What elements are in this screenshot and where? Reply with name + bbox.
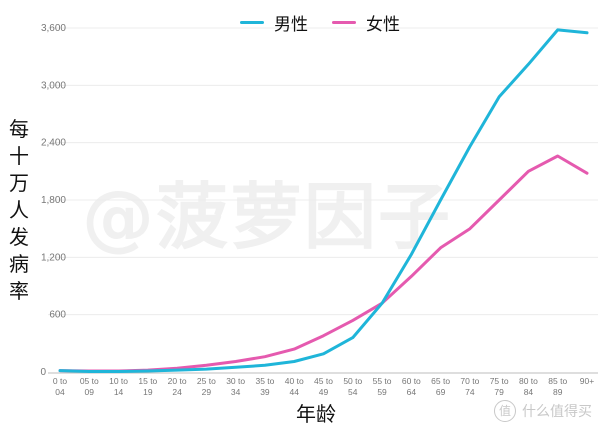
x-tick-label: 29 — [202, 387, 212, 397]
series-lines — [58, 28, 589, 373]
y-tick-label: 600 — [49, 310, 66, 321]
x-tick-label: 30 to — [226, 376, 245, 386]
legend-item-male: 男性 — [240, 10, 308, 35]
x-tick-label: 85 to — [548, 376, 567, 386]
legend-swatch-male — [240, 21, 264, 24]
x-tick-label: 70 to — [460, 376, 479, 386]
x-tick-label: 79 — [494, 387, 504, 397]
x-tick-label: 05 to — [80, 376, 99, 386]
x-tick-label: 54 — [348, 387, 358, 397]
x-tick-label: 34 — [231, 387, 241, 397]
x-tick-label: 84 — [524, 387, 534, 397]
x-tick-label: 09 — [85, 387, 95, 397]
y-axis-label-char: 发 — [9, 225, 29, 249]
x-tick-label: 74 — [465, 387, 475, 397]
x-tick-label: 69 — [436, 387, 446, 397]
x-tick-label: 15 to — [138, 376, 157, 386]
x-tick-label: 64 — [407, 387, 417, 397]
x-tick-label: 19 — [143, 387, 153, 397]
y-tick-label: 1,800 — [41, 195, 66, 206]
y-tick-label: 0 — [40, 367, 46, 378]
y-axis-label-char: 率 — [9, 279, 29, 303]
x-tick-label: 14 — [114, 387, 124, 397]
x-tick-label: 65 to — [431, 376, 450, 386]
legend-swatch-female — [332, 21, 356, 24]
x-tick-label: 35 to — [255, 376, 274, 386]
x-tick-label: 20 to — [168, 376, 187, 386]
x-tick-label: 89 — [553, 387, 563, 397]
y-axis-label-char: 万 — [9, 171, 29, 195]
site-logo-icon: 值 — [494, 400, 516, 422]
x-tick-label: 45 to — [314, 376, 333, 386]
x-tick-label: 49 — [319, 387, 329, 397]
x-tick-label: 75 to — [490, 376, 509, 386]
y-tick-label: 3,600 — [41, 23, 66, 34]
legend-label-female: 女性 — [366, 15, 400, 35]
x-tick-label: 80 to — [519, 376, 538, 386]
y-tick-label: 2,400 — [41, 138, 66, 149]
series-line-male — [58, 28, 589, 373]
x-tick-label: 0 to — [53, 376, 67, 386]
x-tick-label: 24 — [172, 387, 182, 397]
gridlines — [48, 27, 598, 316]
y-tick-label: 1,200 — [41, 252, 66, 263]
legend: 男性 女性 — [240, 10, 414, 35]
y-axis-ticks: 0 600 1,200 1,800 2,400 3,000 3,600 — [40, 23, 66, 378]
x-tick-label: 44 — [289, 387, 299, 397]
x-axis-label: 年龄 — [296, 402, 336, 426]
x-tick-label: 39 — [260, 387, 270, 397]
x-tick-label: 40 to — [285, 376, 304, 386]
watermark-text: @菠萝因子 — [82, 175, 453, 259]
y-axis-label-char: 人 — [9, 198, 29, 222]
legend-item-female: 女性 — [332, 10, 400, 35]
y-tick-label: 3,000 — [41, 80, 66, 91]
site-watermark-text: 什么值得买 — [522, 404, 592, 420]
x-tick-label: 25 to — [197, 376, 216, 386]
x-tick-label: 04 — [55, 387, 65, 397]
y-axis-label-char: 每 — [9, 117, 29, 141]
y-axis-label-char: 病 — [9, 252, 29, 276]
y-axis-label-char: 十 — [9, 144, 29, 168]
x-tick-label: 10 to — [109, 376, 128, 386]
series-line-female — [58, 154, 589, 373]
legend-label-male: 男性 — [274, 15, 308, 35]
y-axis-label: 每十万人发病率 — [6, 116, 32, 305]
x-tick-label: 59 — [377, 387, 387, 397]
x-tick-label: 50 to — [343, 376, 362, 386]
x-tick-label: 55 to — [373, 376, 392, 386]
site-watermark: 值 什么值得买 — [494, 400, 592, 422]
x-tick-label: 60 to — [402, 376, 421, 386]
x-tick-label: 90+ — [580, 376, 594, 386]
